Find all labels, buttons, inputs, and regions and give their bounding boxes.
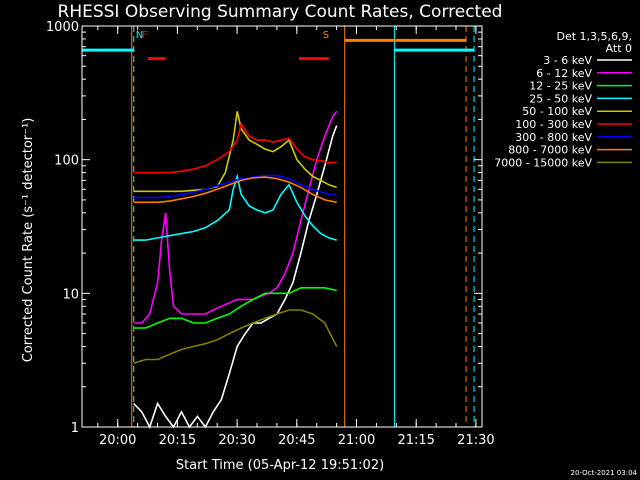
chart-title: RHESSI Observing Summary Count Rates, Co… bbox=[58, 2, 503, 22]
series-line bbox=[133, 309, 338, 364]
legend-label: 7000 - 15000 keV bbox=[494, 156, 592, 169]
legend-label: 800 - 7000 keV bbox=[508, 144, 592, 157]
series-line bbox=[133, 287, 337, 329]
x-tick-label: 20:45 bbox=[278, 433, 315, 448]
x-tick-label: 20:15 bbox=[159, 433, 196, 448]
series-line bbox=[133, 110, 338, 324]
y-axis-label: Corrected Count Rate (s⁻¹ detector⁻¹) bbox=[21, 118, 36, 363]
y-tick-label: 1 bbox=[71, 421, 79, 436]
legend-title: Det 1,3,5,6,9, bbox=[556, 30, 632, 43]
y-tick-label: 100 bbox=[54, 154, 79, 169]
x-axis-label: Start Time (05-Apr-12 19:51:02) bbox=[176, 458, 384, 473]
legend-label: 300 - 800 keV bbox=[515, 131, 592, 144]
y-tick-label: 1000 bbox=[46, 20, 79, 35]
x-tick-label: 21:00 bbox=[338, 433, 375, 448]
series-line bbox=[133, 176, 337, 204]
plot-frame bbox=[81, 25, 483, 428]
x-tick-label: 20:00 bbox=[99, 433, 136, 448]
axes: 1 10 100 1000 20:00 20:15 20:30 20:45 21:00 21:15… bbox=[46, 20, 495, 448]
plot-area: NF S bbox=[81, 26, 475, 430]
legend-label: 100 - 300 keV bbox=[515, 118, 592, 131]
legend-label: 50 - 100 keV bbox=[522, 105, 592, 118]
x-tick-label: 21:30 bbox=[457, 433, 494, 448]
series-line bbox=[133, 174, 337, 199]
state-marker: F bbox=[142, 30, 148, 41]
state-marker: S bbox=[323, 30, 329, 41]
legend-title: Att 0 bbox=[606, 42, 632, 55]
series-line bbox=[133, 122, 337, 174]
legend-label: 12 - 25 keV bbox=[529, 80, 592, 93]
series-line bbox=[133, 125, 338, 430]
legend-label: 3 - 6 keV bbox=[543, 54, 592, 67]
series-line bbox=[133, 173, 337, 241]
legend-label: 25 - 50 keV bbox=[529, 92, 592, 105]
y-tick-label: 10 bbox=[62, 287, 79, 302]
legend-label: 6 - 12 keV bbox=[536, 67, 592, 80]
x-tick-label: 21:15 bbox=[397, 433, 434, 448]
state-marker: N bbox=[136, 30, 143, 41]
series-line bbox=[133, 111, 337, 193]
footer-date: 20-Oct-2021 03:04 bbox=[571, 469, 638, 477]
x-tick-label: 20:30 bbox=[218, 433, 255, 448]
